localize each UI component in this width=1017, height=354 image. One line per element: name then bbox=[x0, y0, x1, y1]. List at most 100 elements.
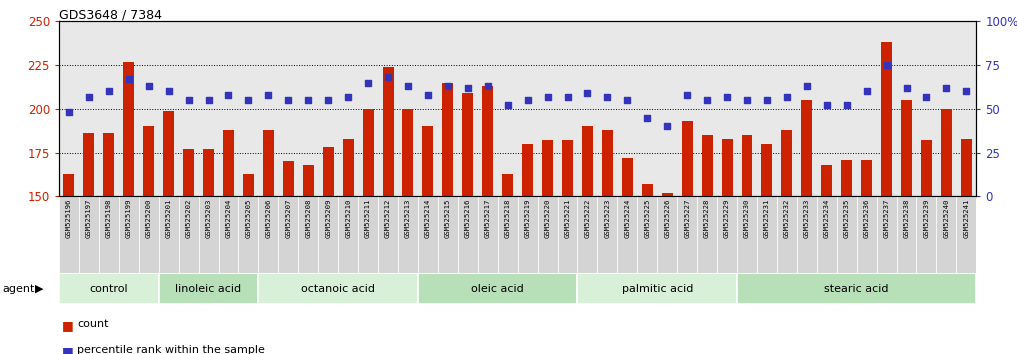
Text: GSM525196: GSM525196 bbox=[66, 199, 72, 238]
Bar bbox=[123, 62, 134, 196]
Text: GSM525240: GSM525240 bbox=[944, 199, 950, 238]
FancyBboxPatch shape bbox=[737, 273, 976, 304]
Text: GSM525236: GSM525236 bbox=[863, 199, 870, 238]
Point bbox=[958, 88, 974, 94]
FancyBboxPatch shape bbox=[518, 196, 538, 273]
Point bbox=[121, 76, 137, 82]
FancyBboxPatch shape bbox=[897, 196, 916, 273]
Text: GSM525231: GSM525231 bbox=[764, 199, 770, 238]
Point bbox=[460, 85, 476, 91]
Bar bbox=[63, 174, 74, 196]
Bar bbox=[822, 165, 832, 196]
Point bbox=[340, 94, 356, 99]
FancyBboxPatch shape bbox=[837, 196, 856, 273]
FancyBboxPatch shape bbox=[159, 196, 179, 273]
Bar bbox=[921, 141, 932, 196]
FancyBboxPatch shape bbox=[777, 196, 797, 273]
Text: GSM525202: GSM525202 bbox=[186, 199, 191, 238]
Text: GSM525223: GSM525223 bbox=[604, 199, 610, 238]
Text: GSM525199: GSM525199 bbox=[126, 199, 132, 238]
Point bbox=[739, 97, 756, 103]
FancyBboxPatch shape bbox=[797, 196, 817, 273]
Bar bbox=[781, 130, 792, 196]
Text: GSM525219: GSM525219 bbox=[525, 199, 531, 238]
FancyBboxPatch shape bbox=[138, 196, 159, 273]
Point bbox=[798, 83, 815, 89]
Point bbox=[300, 97, 316, 103]
FancyBboxPatch shape bbox=[677, 196, 697, 273]
Text: GSM525234: GSM525234 bbox=[824, 199, 830, 238]
Point bbox=[420, 92, 436, 98]
Bar bbox=[741, 135, 753, 196]
FancyBboxPatch shape bbox=[956, 196, 976, 273]
Point bbox=[599, 94, 615, 99]
Point bbox=[320, 97, 337, 103]
Text: GSM525221: GSM525221 bbox=[564, 199, 571, 238]
Bar bbox=[303, 165, 314, 196]
Bar bbox=[482, 86, 493, 196]
Text: GSM525212: GSM525212 bbox=[385, 199, 391, 238]
Bar bbox=[163, 110, 174, 196]
Text: GSM525237: GSM525237 bbox=[884, 199, 890, 238]
Point bbox=[221, 92, 237, 98]
FancyBboxPatch shape bbox=[219, 196, 238, 273]
FancyBboxPatch shape bbox=[617, 196, 638, 273]
Text: linoleic acid: linoleic acid bbox=[176, 284, 242, 293]
FancyBboxPatch shape bbox=[737, 196, 757, 273]
Point bbox=[240, 97, 256, 103]
FancyBboxPatch shape bbox=[817, 196, 837, 273]
FancyBboxPatch shape bbox=[418, 273, 578, 304]
Point bbox=[639, 115, 655, 120]
FancyBboxPatch shape bbox=[937, 196, 956, 273]
Text: GSM525203: GSM525203 bbox=[205, 199, 212, 238]
Text: GSM525198: GSM525198 bbox=[106, 199, 112, 238]
Text: GSM525225: GSM525225 bbox=[645, 199, 650, 238]
Bar bbox=[104, 133, 114, 196]
Bar bbox=[403, 109, 414, 196]
Text: GSM525220: GSM525220 bbox=[544, 199, 550, 238]
Text: ■: ■ bbox=[62, 345, 74, 354]
FancyBboxPatch shape bbox=[657, 196, 677, 273]
Text: agent: agent bbox=[2, 284, 35, 293]
Bar bbox=[941, 109, 952, 196]
Text: GSM525238: GSM525238 bbox=[903, 199, 909, 238]
Point bbox=[80, 94, 97, 99]
Point bbox=[679, 92, 696, 98]
Point bbox=[539, 94, 555, 99]
Text: GSM525226: GSM525226 bbox=[664, 199, 670, 238]
Bar bbox=[363, 109, 373, 196]
Text: GSM525217: GSM525217 bbox=[485, 199, 491, 238]
Bar bbox=[762, 144, 773, 196]
FancyBboxPatch shape bbox=[179, 196, 198, 273]
Bar bbox=[721, 139, 732, 196]
Text: GSM525232: GSM525232 bbox=[784, 199, 790, 238]
Text: GSM525222: GSM525222 bbox=[585, 199, 591, 238]
Text: stearic acid: stearic acid bbox=[825, 284, 889, 293]
Text: GSM525205: GSM525205 bbox=[245, 199, 251, 238]
FancyBboxPatch shape bbox=[279, 196, 298, 273]
FancyBboxPatch shape bbox=[438, 196, 458, 273]
Point bbox=[580, 90, 596, 96]
Bar bbox=[442, 82, 454, 196]
Text: GSM525211: GSM525211 bbox=[365, 199, 371, 238]
Bar bbox=[322, 147, 334, 196]
Text: GSM525206: GSM525206 bbox=[265, 199, 272, 238]
FancyBboxPatch shape bbox=[638, 196, 657, 273]
Point bbox=[559, 94, 576, 99]
Text: GSM525200: GSM525200 bbox=[145, 199, 152, 238]
Text: GSM525239: GSM525239 bbox=[923, 199, 930, 238]
FancyBboxPatch shape bbox=[398, 196, 418, 273]
FancyBboxPatch shape bbox=[578, 273, 737, 304]
Text: GSM525201: GSM525201 bbox=[166, 199, 172, 238]
Text: GSM525208: GSM525208 bbox=[305, 199, 311, 238]
Bar bbox=[83, 133, 95, 196]
Point bbox=[779, 94, 795, 99]
Bar bbox=[901, 100, 912, 196]
Bar bbox=[841, 160, 852, 196]
Point bbox=[480, 83, 496, 89]
FancyBboxPatch shape bbox=[557, 196, 578, 273]
Text: ■: ■ bbox=[62, 319, 74, 332]
Point bbox=[400, 83, 416, 89]
Text: ▶: ▶ bbox=[35, 284, 43, 293]
Text: GSM525213: GSM525213 bbox=[405, 199, 411, 238]
